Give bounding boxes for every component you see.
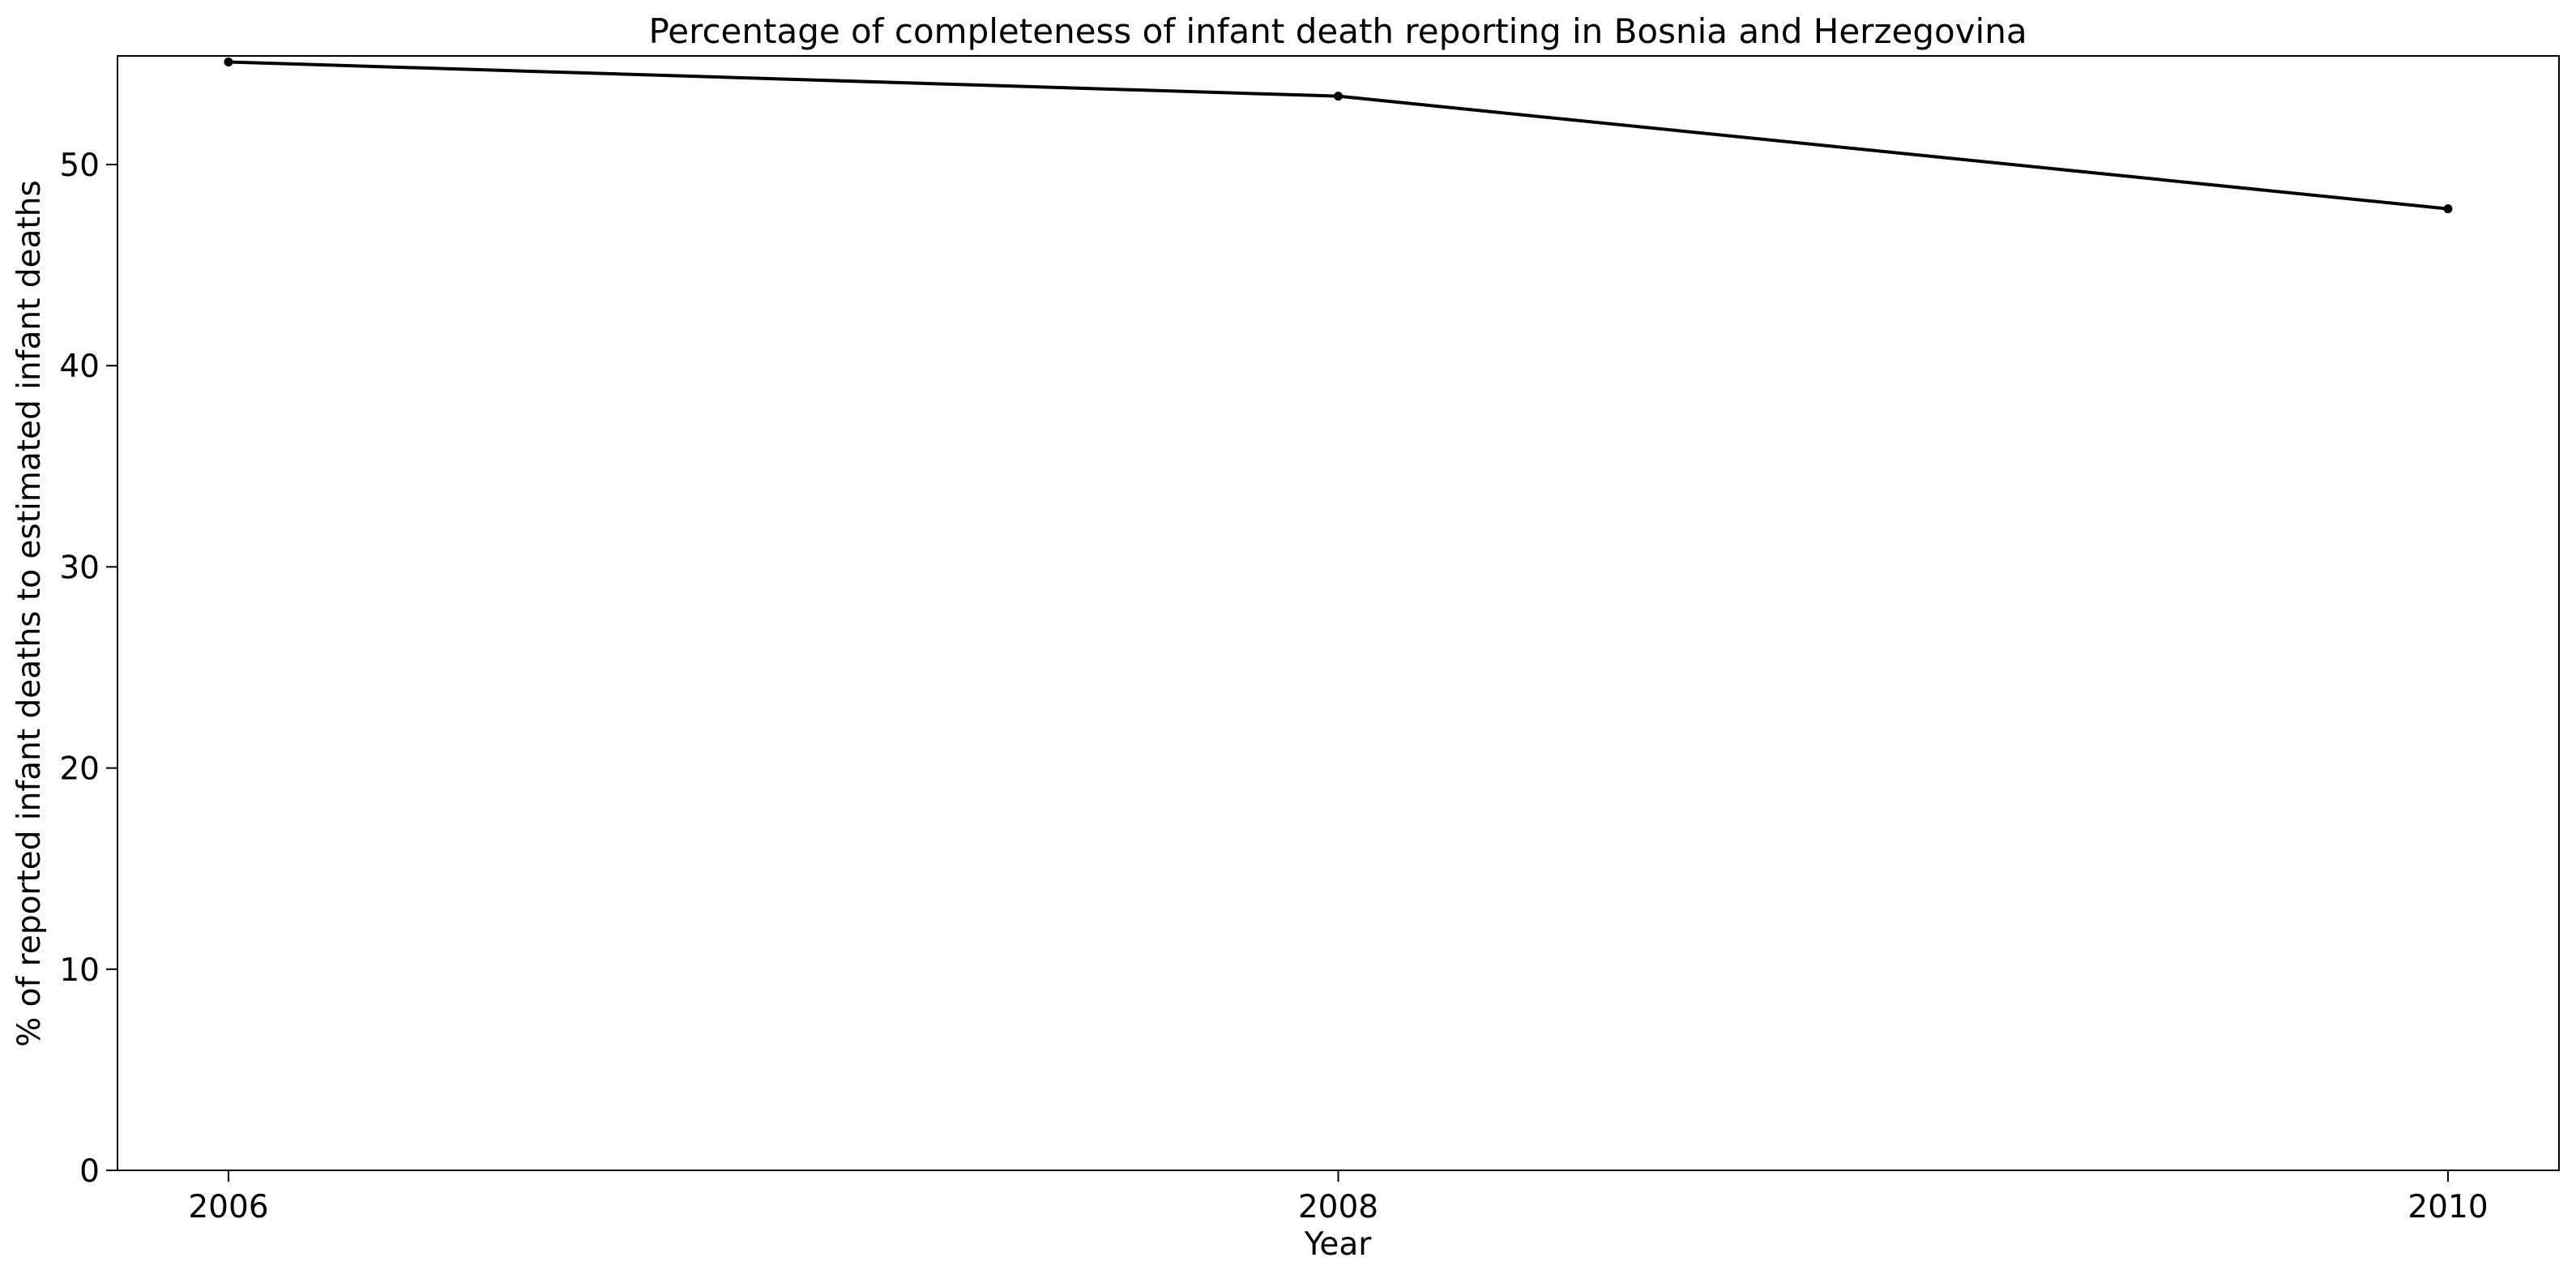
series-layer <box>224 57 2453 214</box>
x-axis-title: Year <box>1304 1226 1373 1263</box>
y-tick-label: 10 <box>59 952 100 989</box>
y-tick-label: 30 <box>59 550 100 586</box>
y-tick-label: 40 <box>59 349 100 385</box>
x-tick-label: 2006 <box>188 1189 268 1225</box>
plot-frame <box>117 55 2560 1171</box>
x-tick-label: 2010 <box>2407 1189 2488 1225</box>
y-axis: 0 10 20 30 40 50 <box>59 148 117 1190</box>
data-point <box>224 57 233 66</box>
plot-area <box>117 55 2560 1171</box>
y-tick-label: 20 <box>59 751 100 788</box>
data-point <box>2443 204 2453 214</box>
x-axis: 2006 2008 2010 <box>188 1170 2488 1225</box>
y-tick-label: 50 <box>59 148 100 184</box>
series-line <box>226 60 2450 211</box>
chart-title: Percentage of completeness of infant dea… <box>648 11 2027 51</box>
data-point <box>1334 92 1343 101</box>
y-axis-title: % of reported infant deaths to estimated… <box>11 180 48 1047</box>
x-tick-label: 2008 <box>1298 1189 1378 1225</box>
y-tick-label: 0 <box>79 1153 100 1190</box>
